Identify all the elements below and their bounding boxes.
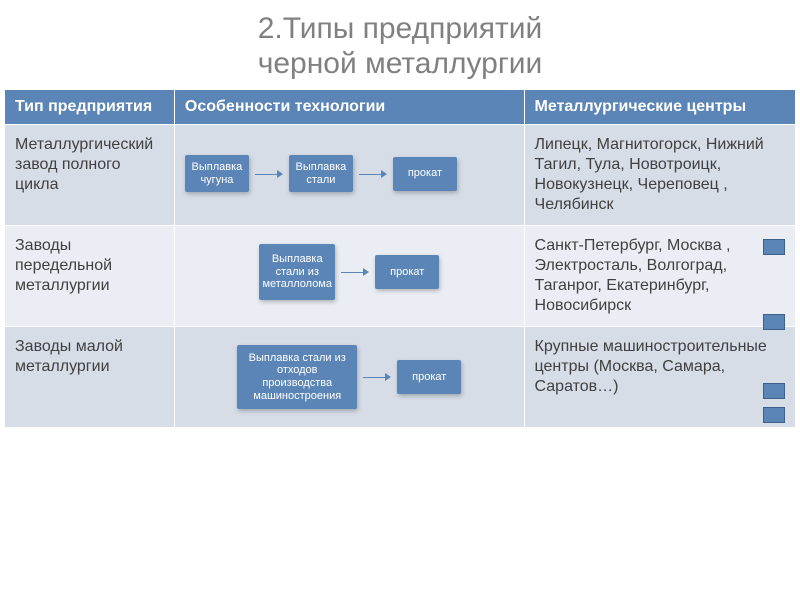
flow-node: прокат: [397, 360, 461, 394]
flowchart: Выплавка стали из металлолома прокат: [185, 236, 514, 308]
type-cell: Заводы передельной металлургии: [5, 226, 175, 327]
type-cell: Металлургический завод полного цикла: [5, 125, 175, 226]
flow-node: Выплавка чугуна: [185, 155, 249, 192]
table-header-row: Тип предприятия Особенности технологии М…: [5, 90, 796, 125]
flowchart: Выплавка чугуна Выплавка стали прокат: [185, 135, 514, 212]
title-line-1: 2.Типы предприятий: [258, 12, 543, 45]
flow-node: Выплавка стали из отходов производства м…: [237, 345, 357, 409]
centers-cell: Санкт-Петербург, Москва , Электросталь, …: [524, 226, 795, 327]
flow-node: прокат: [375, 255, 439, 289]
title-line-2: черной металлургии: [258, 47, 543, 80]
legend-marker: [763, 383, 785, 399]
centers-cell: Липецк, Магнитогорск, Нижний Тагил, Тула…: [524, 125, 795, 226]
legend-marker: [763, 407, 785, 423]
arrow-icon: [359, 169, 387, 179]
flow-node: прокат: [393, 157, 457, 191]
centers-text: Крупные машиностроительные центры (Москв…: [535, 338, 767, 395]
technology-cell: Выплавка чугуна Выплавка стали прокат: [174, 125, 524, 226]
flowchart: Выплавка стали из отходов производства м…: [185, 337, 514, 417]
centers-text: Санкт-Петербург, Москва , Электросталь, …: [535, 237, 731, 314]
table-row: Металлургический завод полного цикла Вып…: [5, 125, 796, 226]
col-header-type: Тип предприятия: [5, 90, 175, 125]
centers-text: Липецк, Магнитогорск, Нижний Тагил, Тула…: [535, 136, 764, 213]
centers-cell: Крупные машиностроительные центры (Москв…: [524, 327, 795, 428]
metallurgy-table: Тип предприятия Особенности технологии М…: [4, 89, 796, 428]
table-row: Заводы передельной металлургии Выплавка …: [5, 226, 796, 327]
col-header-tech: Особенности технологии: [174, 90, 524, 125]
technology-cell: Выплавка стали из отходов производства м…: [174, 327, 524, 428]
arrow-icon: [363, 372, 391, 382]
slide-title: 2.Типы предприятий черной металлургии: [0, 0, 800, 89]
arrow-icon: [255, 169, 283, 179]
flow-node: Выплавка стали: [289, 155, 353, 192]
flow-node: Выплавка стали из металлолома: [259, 244, 335, 300]
col-header-centers: Металлургические центры: [524, 90, 795, 125]
technology-cell: Выплавка стали из металлолома прокат: [174, 226, 524, 327]
type-cell: Заводы малой металлургии: [5, 327, 175, 428]
arrow-icon: [341, 267, 369, 277]
table-row: Заводы малой металлургии Выплавка стали …: [5, 327, 796, 428]
